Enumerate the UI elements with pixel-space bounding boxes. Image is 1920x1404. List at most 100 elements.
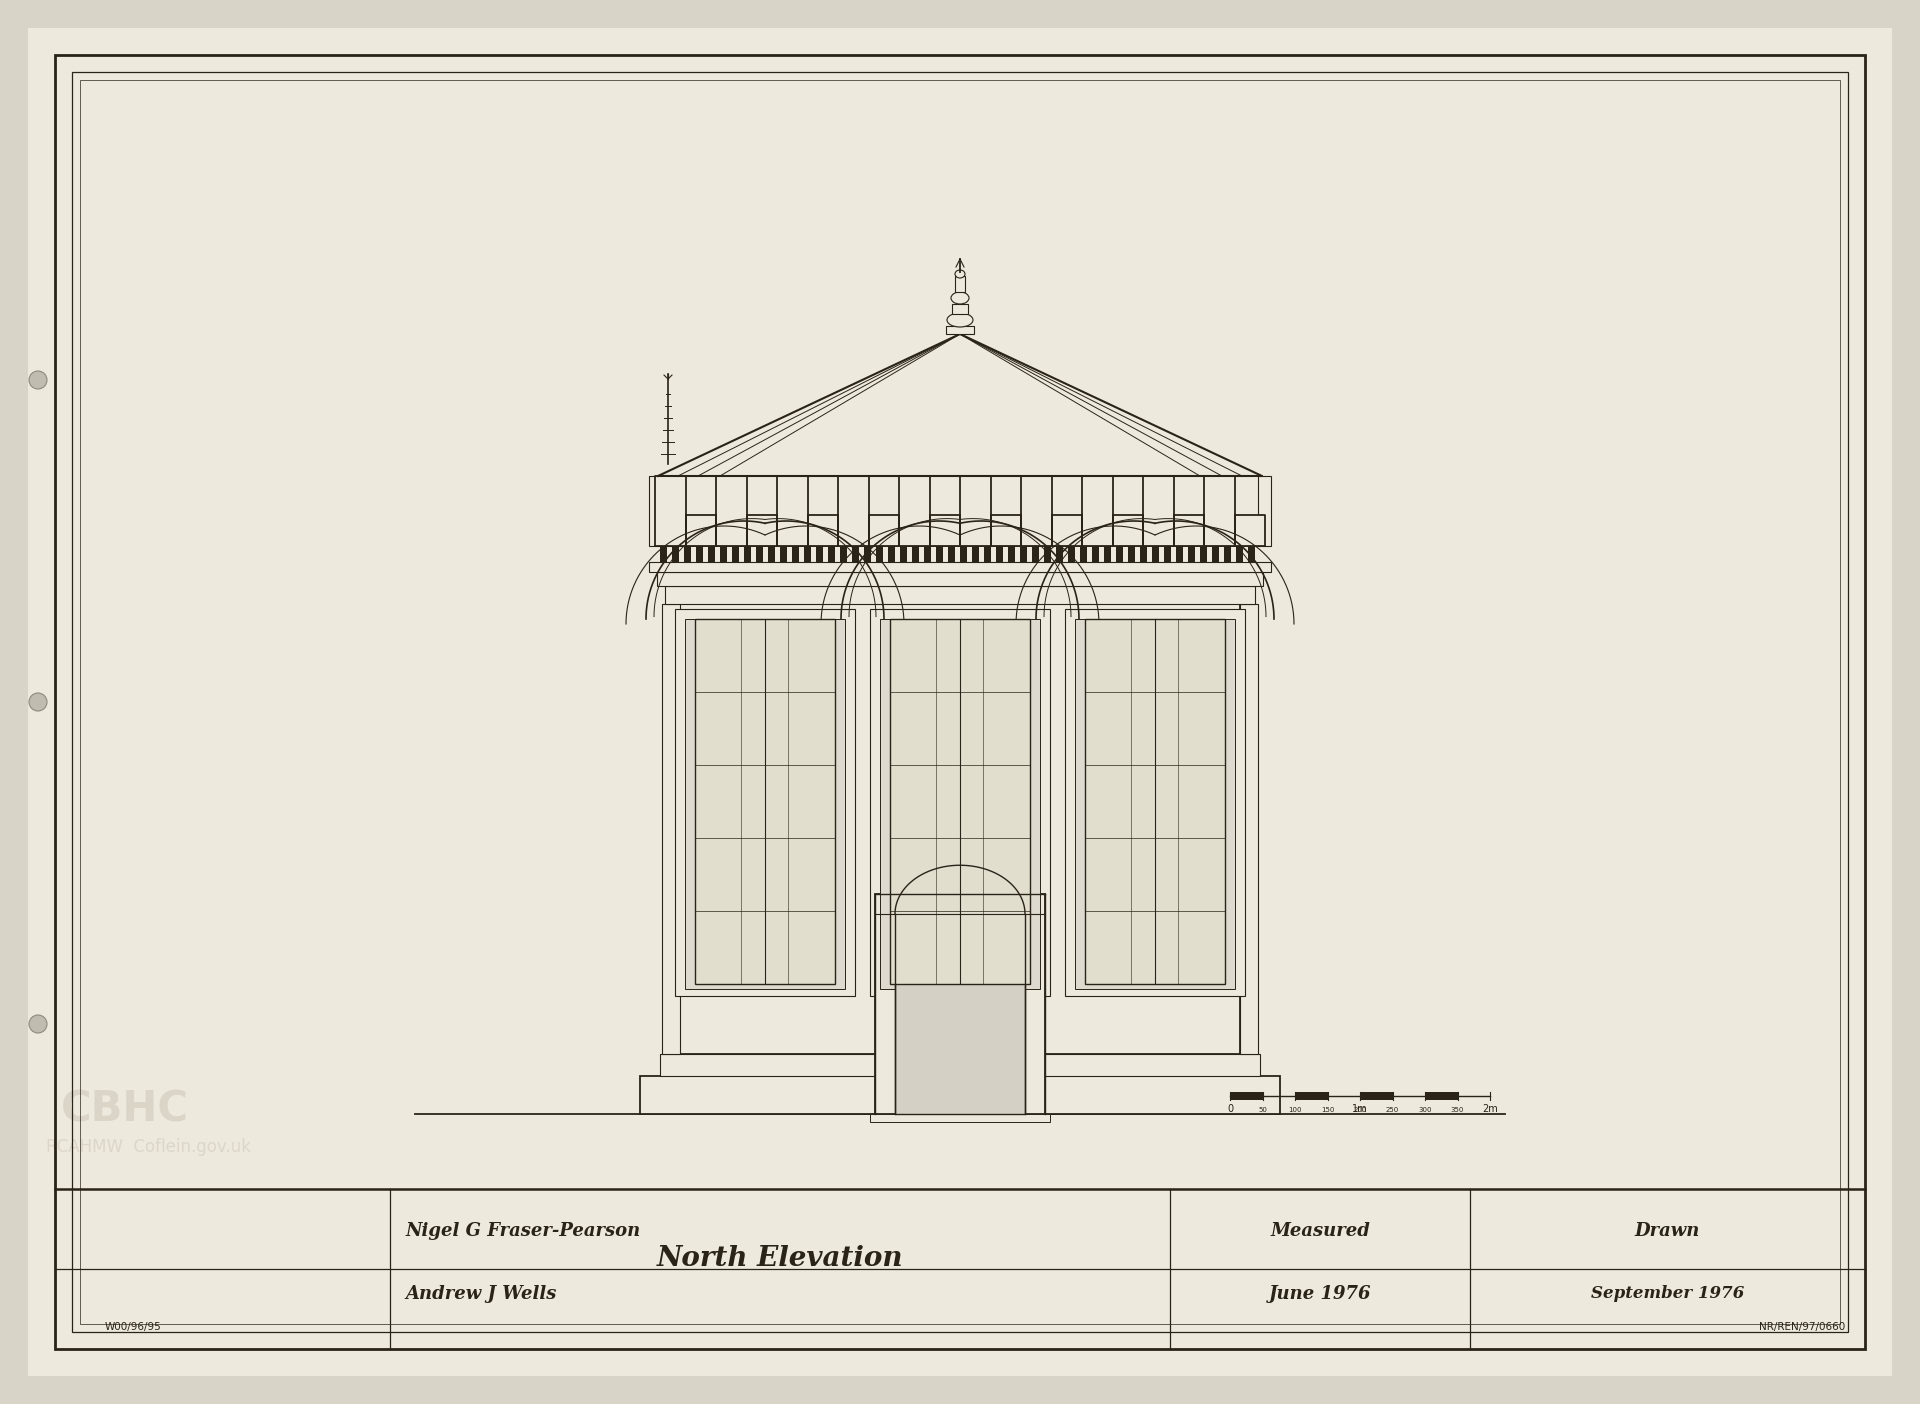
Bar: [685, 619, 845, 988]
Polygon shape: [659, 334, 1261, 476]
Bar: [639, 1075, 1281, 1113]
Bar: [695, 619, 835, 984]
Bar: [657, 571, 1263, 585]
Bar: [1152, 546, 1158, 562]
Bar: [876, 894, 1044, 1113]
Bar: [879, 619, 1041, 988]
Text: 350: 350: [1452, 1106, 1465, 1113]
Text: 50: 50: [1258, 1106, 1267, 1113]
Bar: [804, 546, 810, 562]
Bar: [1066, 609, 1244, 995]
Bar: [1236, 546, 1242, 562]
Bar: [1258, 476, 1271, 546]
Bar: [695, 546, 703, 562]
Bar: [660, 1054, 1260, 1075]
Text: North Elevation: North Elevation: [657, 1245, 902, 1272]
Bar: [876, 546, 883, 562]
Text: September 1976: September 1976: [1592, 1286, 1743, 1303]
Bar: [900, 546, 906, 562]
Text: Nigel G Fraser-Pearson: Nigel G Fraser-Pearson: [405, 1221, 639, 1240]
Bar: [720, 546, 726, 562]
Bar: [1085, 619, 1225, 984]
Text: NR/REN/97/0660: NR/REN/97/0660: [1759, 1323, 1845, 1332]
Bar: [828, 546, 835, 562]
Bar: [1075, 619, 1235, 988]
Bar: [1033, 546, 1039, 562]
Bar: [676, 609, 854, 995]
Bar: [960, 546, 966, 562]
Bar: [895, 914, 1025, 1113]
Text: RCAHMW  Coflein.gov.uk: RCAHMW Coflein.gov.uk: [46, 1139, 250, 1155]
Text: 0: 0: [1227, 1104, 1233, 1113]
Text: W00/96/95: W00/96/95: [106, 1323, 161, 1332]
Bar: [732, 546, 739, 562]
Bar: [1212, 546, 1219, 562]
Bar: [887, 546, 895, 562]
Text: 300: 300: [1419, 1106, 1432, 1113]
Ellipse shape: [950, 292, 970, 305]
Bar: [1294, 1092, 1327, 1099]
Bar: [1225, 546, 1231, 562]
Circle shape: [29, 1015, 46, 1033]
Bar: [745, 546, 751, 562]
Bar: [660, 546, 666, 562]
Bar: [1068, 546, 1075, 562]
Bar: [81, 80, 1839, 1324]
Bar: [1104, 546, 1110, 562]
Bar: [1188, 546, 1194, 562]
Circle shape: [29, 371, 46, 389]
Ellipse shape: [947, 313, 973, 327]
Polygon shape: [655, 476, 1265, 546]
Bar: [684, 546, 691, 562]
Bar: [864, 546, 870, 562]
Bar: [1079, 546, 1087, 562]
Text: CBHC: CBHC: [61, 1088, 188, 1130]
Bar: [954, 277, 966, 292]
Bar: [972, 546, 979, 562]
Bar: [708, 546, 714, 562]
Bar: [649, 562, 1271, 571]
Text: 1m: 1m: [1352, 1104, 1367, 1113]
Bar: [912, 546, 918, 562]
Bar: [948, 546, 954, 562]
Bar: [1044, 546, 1050, 562]
Text: Measured: Measured: [1269, 1221, 1371, 1240]
Bar: [1020, 546, 1027, 562]
Bar: [870, 609, 1050, 995]
Bar: [947, 326, 973, 334]
Bar: [1425, 1092, 1457, 1099]
Bar: [1231, 1092, 1263, 1099]
Bar: [664, 585, 1256, 604]
Bar: [680, 604, 1240, 1054]
Bar: [1092, 546, 1098, 562]
Text: 150: 150: [1321, 1106, 1334, 1113]
Text: 200: 200: [1354, 1106, 1367, 1113]
Bar: [1164, 546, 1171, 562]
Text: 100: 100: [1288, 1106, 1302, 1113]
Bar: [649, 476, 680, 546]
Bar: [768, 546, 774, 562]
Bar: [841, 546, 847, 562]
Bar: [891, 619, 1029, 984]
Bar: [1240, 604, 1258, 1054]
Bar: [1056, 546, 1062, 562]
Bar: [1248, 546, 1254, 562]
Text: Andrew J Wells: Andrew J Wells: [405, 1285, 557, 1303]
Bar: [952, 305, 968, 314]
Bar: [756, 546, 762, 562]
Text: June 1976: June 1976: [1269, 1285, 1371, 1303]
Bar: [662, 604, 680, 1054]
Ellipse shape: [954, 270, 966, 278]
Bar: [852, 546, 858, 562]
Bar: [672, 546, 678, 562]
Circle shape: [29, 694, 46, 710]
Bar: [816, 546, 822, 562]
Text: Drawn: Drawn: [1634, 1221, 1701, 1240]
Bar: [924, 546, 931, 562]
Bar: [73, 72, 1847, 1332]
Polygon shape: [895, 865, 1025, 914]
Bar: [1008, 546, 1014, 562]
Bar: [1116, 546, 1123, 562]
Bar: [996, 546, 1002, 562]
Bar: [983, 546, 991, 562]
